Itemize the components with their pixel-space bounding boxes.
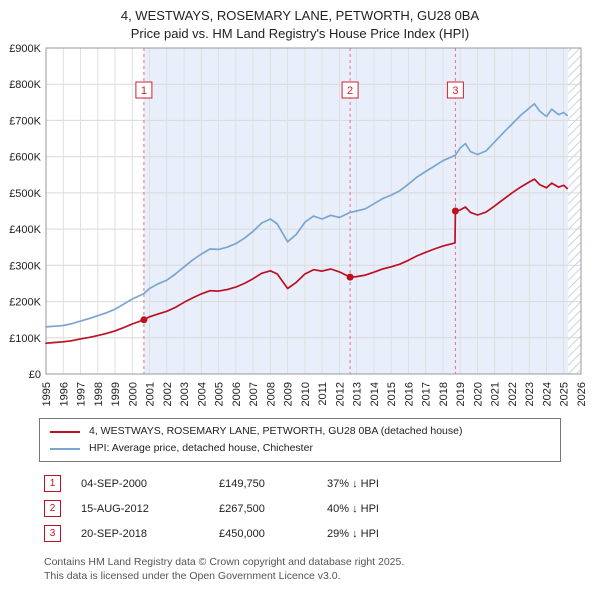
svg-text:2009: 2009: [283, 382, 295, 406]
hatched-region: [568, 48, 581, 375]
svg-text:2002: 2002: [162, 382, 174, 406]
svg-text:2: 2: [347, 85, 353, 97]
svg-text:£500K: £500K: [9, 188, 41, 200]
svg-text:1996: 1996: [58, 382, 70, 406]
sale-point: [140, 316, 148, 324]
svg-text:2005: 2005: [214, 382, 226, 406]
svg-text:2023: 2023: [524, 382, 536, 406]
svg-text:2006: 2006: [231, 382, 243, 406]
transaction-marker-number: 3: [44, 525, 61, 543]
svg-text:2014: 2014: [369, 382, 381, 406]
legend-swatch-price-paid: [50, 430, 80, 433]
transaction-date: 20-SEP-2018: [81, 527, 148, 540]
chart-subtitle: Price paid vs. HM Land Registry's House …: [130, 25, 470, 41]
svg-text:£400K: £400K: [9, 224, 41, 236]
svg-text:2026: 2026: [576, 382, 588, 406]
legend-label-hpi: HPI: Average price, detached house, Chic…: [89, 442, 313, 455]
x-axis-labels: 1995 1996 1997 1998 1999 2000 2001 2002 2003 2004…: [41, 382, 588, 406]
sale-marker-flag: [135, 81, 153, 99]
svg-text:2018: 2018: [438, 382, 450, 406]
svg-text:2017: 2017: [421, 382, 433, 406]
svg-text:2022: 2022: [507, 382, 519, 406]
sale-point: [451, 207, 459, 215]
transaction-price: £267,500: [219, 502, 265, 515]
svg-text:£700K: £700K: [9, 115, 41, 127]
svg-text:2025: 2025: [559, 382, 571, 406]
chart-title-address: 4, WESTWAYS, ROSEMARY LANE, PETWORTH, GU…: [120, 8, 480, 23]
svg-text:£600K: £600K: [9, 152, 41, 164]
footer-copyright: Contains HM Land Registry data © Crown c…: [44, 556, 405, 569]
svg-text:2024: 2024: [542, 382, 554, 406]
svg-text:2004: 2004: [196, 382, 208, 406]
svg-text:2015: 2015: [386, 382, 398, 406]
transaction-row: 1 04-SEP-2000 £149,750 37% ↓ HPI: [44, 471, 600, 496]
svg-text:2000: 2000: [127, 382, 139, 406]
legend-swatch-hpi: [50, 447, 80, 450]
svg-text:3: 3: [452, 85, 458, 97]
svg-text:1997: 1997: [76, 382, 88, 406]
transaction-price: £149,750: [219, 477, 265, 490]
transactions-table: 1 04-SEP-2000 £149,750 37% ↓ HPI 2 15-AU…: [44, 471, 600, 546]
transaction-marker-number: 1: [44, 475, 61, 493]
svg-text:1999: 1999: [110, 382, 122, 406]
svg-text:2011: 2011: [317, 382, 329, 406]
svg-text:2012: 2012: [334, 382, 346, 406]
footer-licence: This data is licensed under the Open Gov…: [44, 569, 341, 582]
transaction-date: 04-SEP-2000: [81, 477, 148, 490]
svg-text:£0: £0: [29, 369, 41, 381]
chart-title-block: 4, WESTWAYS, ROSEMARY LANE, PETWORTH, GU…: [0, 0, 600, 42]
svg-text:2010: 2010: [300, 382, 312, 406]
svg-text:£200K: £200K: [9, 297, 41, 309]
sale-marker-flag: [446, 81, 464, 99]
sale-point: [346, 273, 354, 281]
sale-marker-flag: [341, 81, 359, 99]
svg-text:£900K: £900K: [9, 43, 41, 55]
svg-text:2008: 2008: [265, 382, 277, 406]
svg-text:£300K: £300K: [9, 260, 41, 272]
svg-text:1995: 1995: [41, 382, 53, 406]
license-footer: Contains HM Land Registry data © Crown c…: [44, 556, 600, 583]
svg-text:£100K: £100K: [9, 333, 41, 345]
legend-item-price-paid: 4, WESTWAYS, ROSEMARY LANE, PETWORTH, GU…: [50, 423, 550, 440]
svg-text:2007: 2007: [248, 382, 260, 406]
transaction-date: 15-AUG-2012: [81, 502, 149, 515]
svg-text:2013: 2013: [352, 382, 364, 406]
svg-text:2020: 2020: [473, 382, 485, 406]
svg-text:2016: 2016: [403, 382, 415, 406]
svg-text:1: 1: [141, 85, 147, 97]
legend-label-price-paid: 4, WESTWAYS, ROSEMARY LANE, PETWORTH, GU…: [89, 425, 463, 438]
series-hpi: [45, 103, 569, 328]
price-history-chart: £0 £100K £200K £300K £400K £500K £600K £700K £80…: [9, 43, 588, 406]
transaction-vs-hpi: 29% ↓ HPI: [327, 527, 379, 540]
svg-text:2003: 2003: [179, 382, 191, 406]
svg-text:£800K: £800K: [9, 79, 41, 91]
transaction-price: £450,000: [219, 527, 265, 540]
svg-text:2019: 2019: [455, 382, 467, 406]
svg-text:2001: 2001: [145, 382, 157, 406]
transaction-row: 2 15-AUG-2012 £267,500 40% ↓ HPI: [44, 496, 600, 521]
y-axis-labels: £0 £100K £200K £300K £400K £500K £600K £700K £80…: [9, 43, 41, 381]
plot-border: [45, 47, 582, 375]
transaction-marker-number: 2: [44, 500, 61, 518]
svg-text:2021: 2021: [490, 382, 502, 406]
chart-legend: 4, WESTWAYS, ROSEMARY LANE, PETWORTH, GU…: [39, 418, 561, 463]
svg-text:1998: 1998: [93, 382, 105, 406]
transaction-vs-hpi: 37% ↓ HPI: [327, 477, 379, 490]
transaction-vs-hpi: 40% ↓ HPI: [327, 502, 379, 515]
transaction-row: 3 20-SEP-2018 £450,000 29% ↓ HPI: [44, 521, 600, 546]
legend-item-hpi: HPI: Average price, detached house, Chic…: [50, 440, 550, 457]
